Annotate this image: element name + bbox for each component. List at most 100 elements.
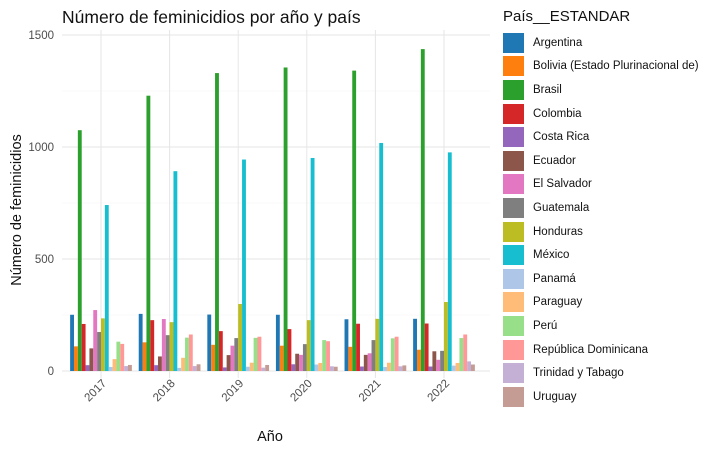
bar xyxy=(192,366,197,371)
bar xyxy=(238,304,243,371)
x-axis-label: Año xyxy=(257,429,283,445)
legend-item: Trinidad y Tabago xyxy=(503,361,699,385)
bar xyxy=(218,331,223,371)
bar xyxy=(120,343,125,371)
legend-swatch xyxy=(503,221,524,242)
bar xyxy=(291,364,296,371)
bar xyxy=(424,323,429,371)
bar xyxy=(81,323,86,371)
bar xyxy=(279,345,284,371)
bar xyxy=(226,355,231,371)
bar xyxy=(138,313,143,371)
bar xyxy=(101,318,105,371)
bar xyxy=(97,332,101,371)
x-tick-label: 2018 xyxy=(151,378,178,405)
bar xyxy=(467,361,472,371)
bar xyxy=(161,319,166,371)
legend-item: Bolivia (Estado Plurinacional de) xyxy=(503,55,699,79)
legend-swatch xyxy=(503,245,524,266)
legend-items: Argentina Bolivia (Estado Plurinacional d… xyxy=(503,31,699,409)
y-tick-label: 1000 xyxy=(28,142,54,154)
bar xyxy=(234,338,239,371)
bar xyxy=(306,320,311,371)
bar xyxy=(124,366,129,371)
bar xyxy=(318,362,323,371)
legend-swatch xyxy=(503,127,524,148)
legend-label: Paraguay xyxy=(533,296,583,309)
bar xyxy=(158,356,162,371)
legend-label: El Salvador xyxy=(533,178,592,191)
bar xyxy=(173,171,178,371)
bar xyxy=(215,73,219,371)
bar xyxy=(352,70,357,372)
bar xyxy=(287,329,292,371)
bar xyxy=(329,366,334,371)
legend-swatch xyxy=(503,386,524,407)
bar xyxy=(77,130,82,371)
bar xyxy=(356,323,360,371)
x-tick-label: 2019 xyxy=(220,378,247,405)
legend-label: Costa Rica xyxy=(533,131,590,144)
bar xyxy=(379,142,384,371)
legend-swatch xyxy=(503,103,524,124)
bar xyxy=(275,314,280,371)
bar xyxy=(150,320,155,371)
bar xyxy=(367,353,372,371)
bar xyxy=(390,338,395,371)
bar xyxy=(432,351,437,371)
bar xyxy=(70,314,74,371)
legend-label: Brasil xyxy=(533,83,562,96)
legend-swatch xyxy=(503,79,524,100)
bar xyxy=(383,366,387,371)
legend-item: República Dominicana xyxy=(503,338,699,362)
bar xyxy=(211,344,216,371)
legend-label: Honduras xyxy=(533,225,583,238)
x-tick-label: 2021 xyxy=(357,378,384,405)
bar xyxy=(169,322,174,371)
legend-item: Argentina xyxy=(503,31,699,55)
bar xyxy=(207,314,212,371)
bar xyxy=(444,302,448,371)
bar xyxy=(116,341,121,371)
bar xyxy=(188,334,193,371)
bar xyxy=(196,364,201,371)
bar xyxy=(265,364,270,371)
bar xyxy=(371,340,376,371)
bar xyxy=(73,346,78,371)
bar xyxy=(326,341,330,371)
bar xyxy=(363,354,368,371)
bar xyxy=(165,335,170,371)
legend-swatch xyxy=(503,339,524,360)
legend-swatch xyxy=(503,197,524,218)
y-axis-label: Número de feminicidios xyxy=(9,134,25,286)
legend-swatch xyxy=(503,292,524,313)
legend-label: Uruguay xyxy=(533,390,577,403)
bar xyxy=(359,366,364,371)
bar xyxy=(455,362,460,371)
legend-item: Paraguay xyxy=(503,291,699,315)
bar xyxy=(310,157,315,371)
bar xyxy=(394,336,399,371)
legend-title: País__ESTANDAR xyxy=(503,8,631,25)
legend-item: Honduras xyxy=(503,220,699,244)
legend-label: Perú xyxy=(533,319,558,332)
legend-label: Trinidad y Tabago xyxy=(533,367,624,380)
legend-item: El Salvador xyxy=(503,173,699,197)
bar xyxy=(416,349,421,371)
bar xyxy=(436,359,441,371)
legend-swatch xyxy=(503,268,524,289)
bar xyxy=(245,366,250,371)
legend-label: Ecuador xyxy=(533,154,576,167)
bar xyxy=(89,348,94,371)
legend-item: Brasil xyxy=(503,78,699,102)
bar xyxy=(314,364,319,371)
bar xyxy=(402,365,407,371)
bar xyxy=(447,152,452,371)
legend-swatch xyxy=(503,174,524,195)
legend-label: Guatemala xyxy=(533,201,590,214)
legend-label: México xyxy=(533,249,570,262)
bar xyxy=(398,366,403,371)
bar xyxy=(104,205,109,371)
legend-item: Uruguay xyxy=(503,385,699,409)
bar xyxy=(257,336,262,371)
